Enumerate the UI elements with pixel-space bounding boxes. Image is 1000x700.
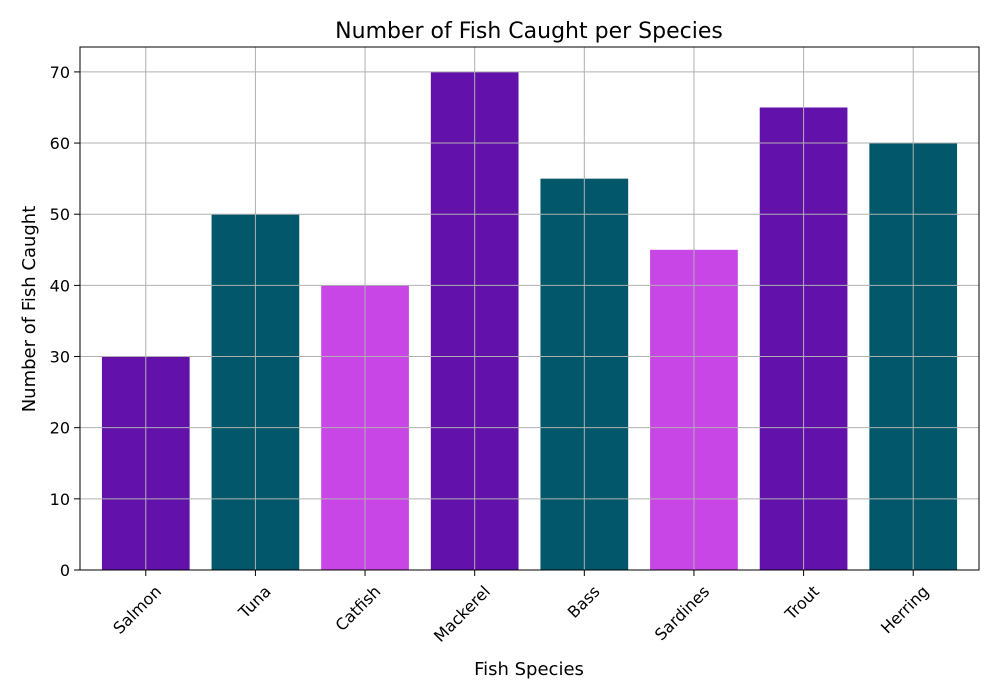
x-axis: Salmon Tuna Catfish Mackerel Bass Sardines Tro… xyxy=(109,570,933,646)
x-tick-label-bass: Bass xyxy=(564,582,604,622)
x-axis-label: Fish Species xyxy=(474,659,584,680)
x-tick-label-catfish: Catfish xyxy=(331,582,384,635)
y-tick-label: 50 xyxy=(50,205,70,224)
y-tick-label: 40 xyxy=(50,276,70,295)
x-tick-label-trout: Trout xyxy=(781,582,823,624)
x-tick-label-salmon: Salmon xyxy=(109,582,165,638)
y-axis: 0 10 20 30 40 50 60 70 xyxy=(50,63,80,580)
x-tick-label-sardines: Sardines xyxy=(651,582,713,644)
x-tick-label-herring: Herring xyxy=(877,582,933,638)
y-tick-label: 70 xyxy=(50,63,70,82)
y-axis-label: Number of Fish Caught xyxy=(19,206,40,413)
x-tick-label-mackerel: Mackerel xyxy=(430,582,494,646)
bars-layer xyxy=(101,71,958,571)
y-tick-label: 20 xyxy=(50,419,70,438)
y-tick-label: 0 xyxy=(60,561,70,580)
plot-frame xyxy=(79,46,980,571)
x-tick-label-tuna: Tuna xyxy=(234,582,275,623)
y-tick-label: 10 xyxy=(50,490,70,509)
y-tick-label: 30 xyxy=(50,348,70,367)
chart-title: Number of Fish Caught per Species xyxy=(335,19,723,44)
y-tick-label: 60 xyxy=(50,134,70,153)
